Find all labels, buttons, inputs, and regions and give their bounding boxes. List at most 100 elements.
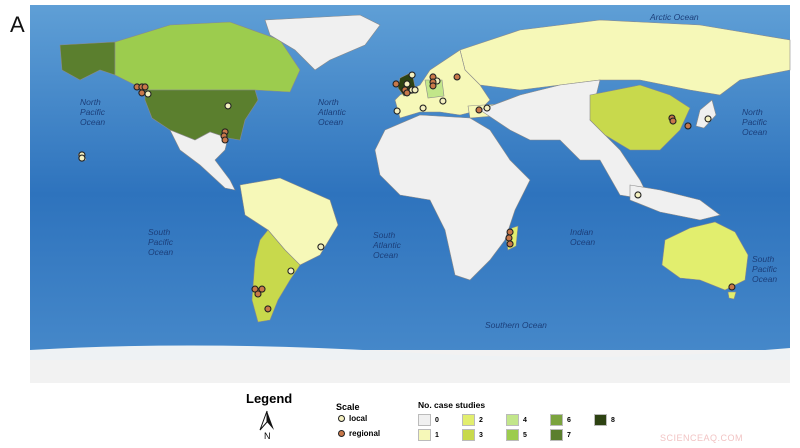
- local-site-marker: [287, 267, 295, 275]
- swatch: [418, 429, 431, 441]
- case-class-5: 5: [506, 429, 527, 441]
- local-site-marker: [224, 102, 232, 110]
- case-class-6: 6: [550, 414, 571, 426]
- ocean-label: Arctic Ocean: [649, 12, 699, 22]
- case-class-7: 7: [550, 429, 571, 441]
- ocean-label: Atlantic: [317, 107, 347, 117]
- swatch-label: 3: [479, 431, 483, 439]
- case-class-8: 8: [594, 414, 615, 426]
- regional-site-marker: [264, 305, 272, 313]
- region-se-asia: [629, 184, 721, 221]
- region-africa: [374, 114, 531, 281]
- ocean-label: North: [742, 107, 763, 117]
- swatch-label: 4: [523, 416, 527, 424]
- regional-site-marker: [728, 283, 736, 291]
- regional-site-marker: [403, 89, 411, 97]
- scale-regional-label: regional: [349, 429, 381, 438]
- panel-label: A: [10, 12, 25, 37]
- case-class-2: 2: [462, 414, 483, 426]
- region-canada: [114, 21, 301, 93]
- north-label: N: [264, 431, 271, 441]
- ocean-label: Ocean: [742, 127, 767, 137]
- local-site-marker: [634, 191, 642, 199]
- region-brazil: [239, 177, 339, 266]
- swatch-label: 0: [435, 416, 439, 424]
- swatch: [506, 414, 519, 426]
- region-china: [589, 84, 691, 151]
- watermark: SCIENCEAQ.COM: [660, 433, 744, 443]
- ocean-label: Indian: [570, 227, 593, 237]
- regional-site-marker: [429, 82, 437, 90]
- ocean-label: South: [148, 227, 170, 237]
- local-site-marker: [704, 115, 712, 123]
- southern-ice-edge: [30, 345, 790, 360]
- legend-title: Legend: [246, 391, 293, 406]
- regional-site-marker: [669, 117, 677, 125]
- regional-site-marker: [221, 136, 229, 144]
- regional-site-marker: [258, 285, 266, 293]
- region-greenland: [264, 14, 381, 71]
- local-site-marker: [411, 86, 419, 94]
- swatch: [550, 414, 563, 426]
- scale-local: local: [338, 414, 367, 423]
- ocean-label: Pacific: [148, 237, 174, 247]
- regional-site-marker: [138, 89, 146, 97]
- swatch: [462, 429, 475, 441]
- scale-local-label: local: [349, 414, 368, 423]
- ocean-label: Pacific: [80, 107, 106, 117]
- swatch-label: 5: [523, 431, 527, 439]
- swatch: [462, 414, 475, 426]
- ocean-label: South: [752, 254, 774, 264]
- local-site-marker: [78, 154, 86, 162]
- north-arrow-icon: [259, 410, 274, 431]
- local-site-marker: [408, 71, 416, 79]
- case-studies-title: No. case studies: [418, 400, 486, 410]
- regional-site-marker: [506, 240, 514, 248]
- ocean-label: Ocean: [570, 237, 595, 247]
- local-site-icon: [338, 415, 345, 422]
- scale-regional: regional: [338, 429, 380, 438]
- regional-site-marker: [254, 290, 262, 298]
- region-tasmania: [727, 291, 737, 300]
- case-class-1: 1: [418, 429, 439, 441]
- regional-site-marker: [506, 228, 514, 236]
- swatch: [506, 429, 519, 441]
- swatch: [594, 414, 607, 426]
- ocean-label: Ocean: [373, 250, 398, 260]
- regional-site-icon: [338, 430, 345, 437]
- scale-title: Scale: [336, 402, 360, 412]
- regional-site-marker: [505, 234, 513, 242]
- ocean-label: Southern Ocean: [485, 320, 547, 330]
- regional-site-marker: [684, 122, 692, 130]
- ocean-label: Ocean: [318, 117, 343, 127]
- ocean-label: North: [80, 97, 101, 107]
- case-class-0: 0: [418, 414, 439, 426]
- ocean-label: Atlantic: [372, 240, 402, 250]
- region-chile-argentina: [251, 229, 301, 323]
- local-site-marker: [403, 80, 411, 88]
- ocean-label: Ocean: [148, 247, 173, 257]
- ocean-label: Ocean: [752, 274, 777, 284]
- swatch-label: 2: [479, 416, 483, 424]
- ocean-label: North: [318, 97, 339, 107]
- region-russia: [459, 19, 791, 96]
- ocean-label: Ocean: [80, 117, 105, 127]
- local-site-marker: [439, 97, 447, 105]
- local-site-marker: [419, 104, 427, 112]
- swatch: [550, 429, 563, 441]
- regional-site-marker: [392, 80, 400, 88]
- regional-site-marker: [141, 83, 149, 91]
- swatch-label: 6: [567, 416, 571, 424]
- ocean-label: South: [373, 230, 395, 240]
- region-australia: [661, 221, 749, 291]
- case-class-3: 3: [462, 429, 483, 441]
- region-mexico-central-america: [169, 129, 236, 191]
- regional-site-marker: [475, 106, 483, 114]
- case-class-4: 4: [506, 414, 527, 426]
- local-site-marker: [144, 90, 152, 98]
- swatch: [418, 414, 431, 426]
- local-site-marker: [483, 104, 491, 112]
- regional-site-marker: [453, 73, 461, 81]
- local-site-marker: [393, 107, 401, 115]
